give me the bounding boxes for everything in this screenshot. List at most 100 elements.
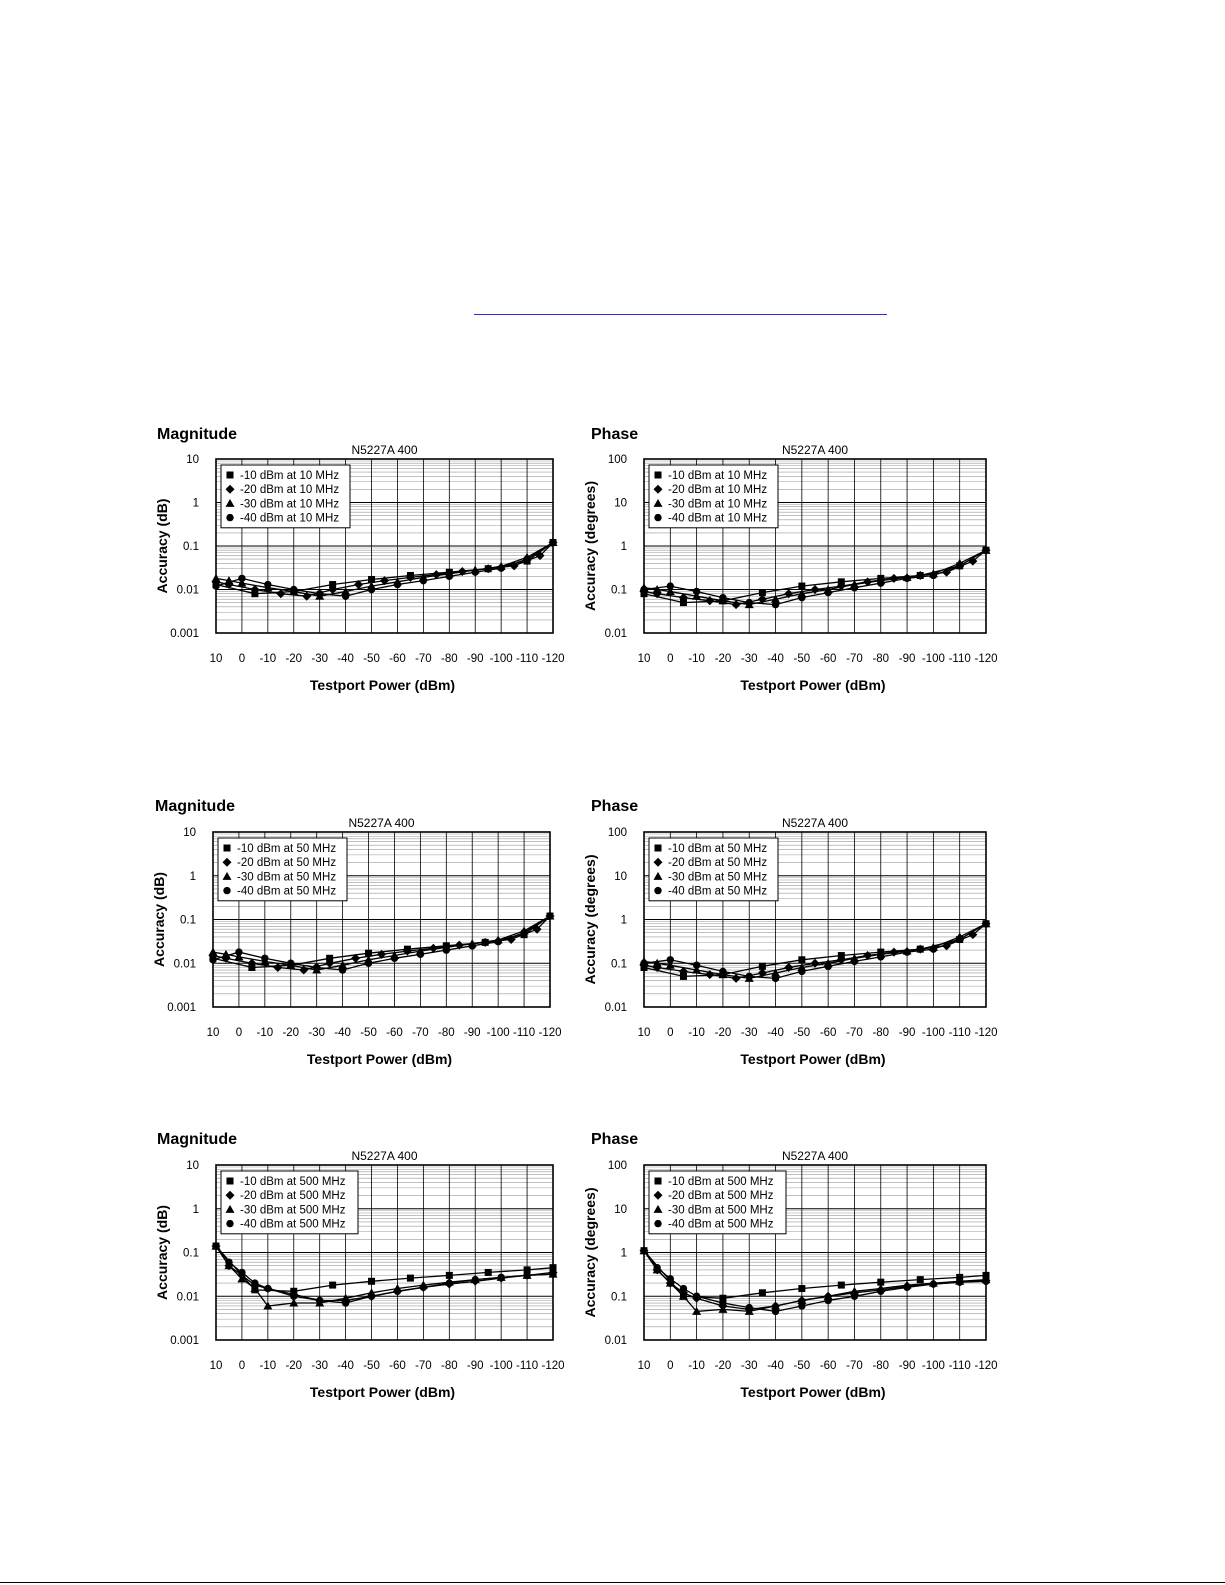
data-point-square	[719, 1294, 727, 1302]
data-point-circle	[798, 593, 806, 602]
data-point-triangle	[234, 952, 244, 961]
legend: -10 dBm at 50 MHz -20 dBm at 50 MHz -30 dB…	[648, 837, 779, 902]
plot-frame	[215, 1164, 554, 1341]
data-point-circle	[692, 587, 701, 596]
chart-title: N5227A 400	[782, 443, 848, 457]
series-line	[212, 915, 551, 971]
data-point-square	[368, 575, 376, 583]
data-point-circle	[442, 946, 451, 954]
data-point-circle	[955, 935, 964, 944]
x-tick-label: -40	[767, 1360, 784, 1372]
data-point-circle	[850, 1292, 859, 1300]
data-point-diamond	[757, 968, 767, 978]
legend-label: -30 dBm at 50 MHz	[237, 871, 336, 883]
data-point-circle	[546, 912, 554, 920]
legend-marker-triangle	[222, 871, 232, 880]
data-point-diamond	[351, 953, 361, 963]
x-axis-label: Testport Power (dBm)	[740, 1051, 885, 1067]
y-tick-label: 0.1	[611, 585, 627, 597]
y-axis-label: Accuracy (dB)	[151, 872, 167, 967]
x-axis-label: Testport Power (dBm)	[740, 1384, 885, 1400]
data-point-circle	[312, 963, 321, 972]
data-point-triangle	[341, 1293, 351, 1302]
x-tick-label: -30	[741, 1360, 758, 1372]
chart-svg: N5227A 400 10 1 0.1 0.01 0.001 10 0 -10 -20 -30 -40…	[151, 816, 562, 1067]
data-point-circle	[798, 967, 806, 976]
series-line	[215, 1245, 554, 1304]
x-tick-label: 10	[207, 1027, 220, 1039]
data-point-triangle	[237, 1274, 247, 1283]
data-point-circle	[903, 574, 911, 583]
legend-label: -10 dBm at 500 MHz	[668, 1176, 774, 1188]
chart-1: Magnitude N5227A 400 10 1 0.1 0.01 0.001 10 0 -10…	[154, 426, 577, 696]
y-tick-label: 1	[621, 1248, 627, 1260]
y-tick-label: 1	[193, 498, 199, 510]
data-point-circle	[824, 1296, 832, 1305]
legend-marker-circle	[223, 886, 231, 895]
x-tick-label: -60	[389, 1360, 406, 1372]
data-point-circle	[903, 1283, 911, 1292]
y-tick-label: 0.001	[167, 1002, 196, 1014]
legend-label: -10 dBm at 50 MHz	[237, 843, 336, 855]
x-tick-label: -120	[974, 653, 997, 665]
y-tick-label: 1	[193, 1204, 199, 1216]
x-tick-label: -60	[389, 653, 406, 665]
data-point-square	[445, 1271, 453, 1279]
y-tick-label: 0.001	[170, 628, 199, 640]
legend-marker-diamond	[222, 857, 232, 867]
y-tick-label: 0.1	[611, 958, 627, 970]
data-point-diamond	[942, 567, 952, 577]
data-point-diamond	[532, 924, 542, 934]
data-point-circle	[982, 1277, 990, 1285]
data-point-circle	[225, 1258, 233, 1266]
data-point-square	[523, 1266, 531, 1274]
x-tick-label: -10	[260, 1360, 277, 1372]
data-point-diamond	[863, 577, 873, 587]
x-tick-label: -10	[688, 1027, 705, 1039]
x-tick-label: -20	[282, 1027, 299, 1039]
x-tick-label: -110	[949, 653, 971, 665]
data-point-circle	[745, 598, 753, 607]
x-tick-label: -80	[872, 1360, 889, 1372]
data-point-circle	[850, 957, 859, 966]
data-point-circle	[640, 1246, 648, 1255]
y-axis-label: Accuracy (degrees)	[582, 855, 598, 985]
series-circle	[640, 546, 990, 609]
y-tick-label: 0.001	[170, 1335, 199, 1347]
y-tick-label: 0.01	[605, 1002, 627, 1014]
data-point-circle	[338, 966, 347, 974]
chart-title: N5227A 400	[351, 443, 417, 457]
data-point-circle	[719, 593, 727, 602]
data-point-circle	[367, 1292, 376, 1300]
hyperlink-underline[interactable]	[474, 314, 887, 315]
data-point-circle	[264, 580, 272, 589]
legend-marker-diamond	[653, 484, 663, 494]
data-point-circle	[798, 1302, 806, 1310]
legend-box	[648, 464, 779, 529]
data-point-circle	[264, 1284, 272, 1293]
data-point-circle	[771, 974, 780, 983]
x-tick-label: -110	[516, 653, 538, 665]
x-tick-label: -90	[899, 1027, 916, 1039]
x-tick-label: -10	[688, 1360, 705, 1372]
legend-label: -20 dBm at 50 MHz	[237, 857, 336, 869]
y-tick-label: 1	[621, 915, 627, 927]
legend-label: -40 dBm at 10 MHz	[668, 513, 767, 525]
x-tick-label: -10	[257, 1027, 274, 1039]
data-point-square	[484, 1268, 492, 1276]
data-point-circle	[393, 580, 402, 589]
x-tick-label: -50	[360, 1027, 377, 1039]
data-point-circle	[549, 1270, 557, 1278]
data-point-circle	[666, 1275, 675, 1283]
x-tick-label: -120	[541, 653, 564, 665]
legend-marker-square	[226, 1177, 234, 1185]
chart-5: Magnitude N5227A 400 10 1 0.1 0.01 0.001 10 0 -10…	[154, 1131, 577, 1401]
chart-4: Phase N5227A 400 100 10 1 0.1 0.01 10 0 -10 -20 -30…	[582, 798, 1011, 1068]
x-tick-label: -50	[794, 1027, 811, 1039]
x-tick-label: -80	[872, 1027, 889, 1039]
data-point-circle	[261, 954, 269, 962]
x-tick-label: 0	[239, 653, 245, 665]
data-point-circle	[877, 1287, 885, 1295]
x-tick-label: -70	[846, 1360, 863, 1372]
